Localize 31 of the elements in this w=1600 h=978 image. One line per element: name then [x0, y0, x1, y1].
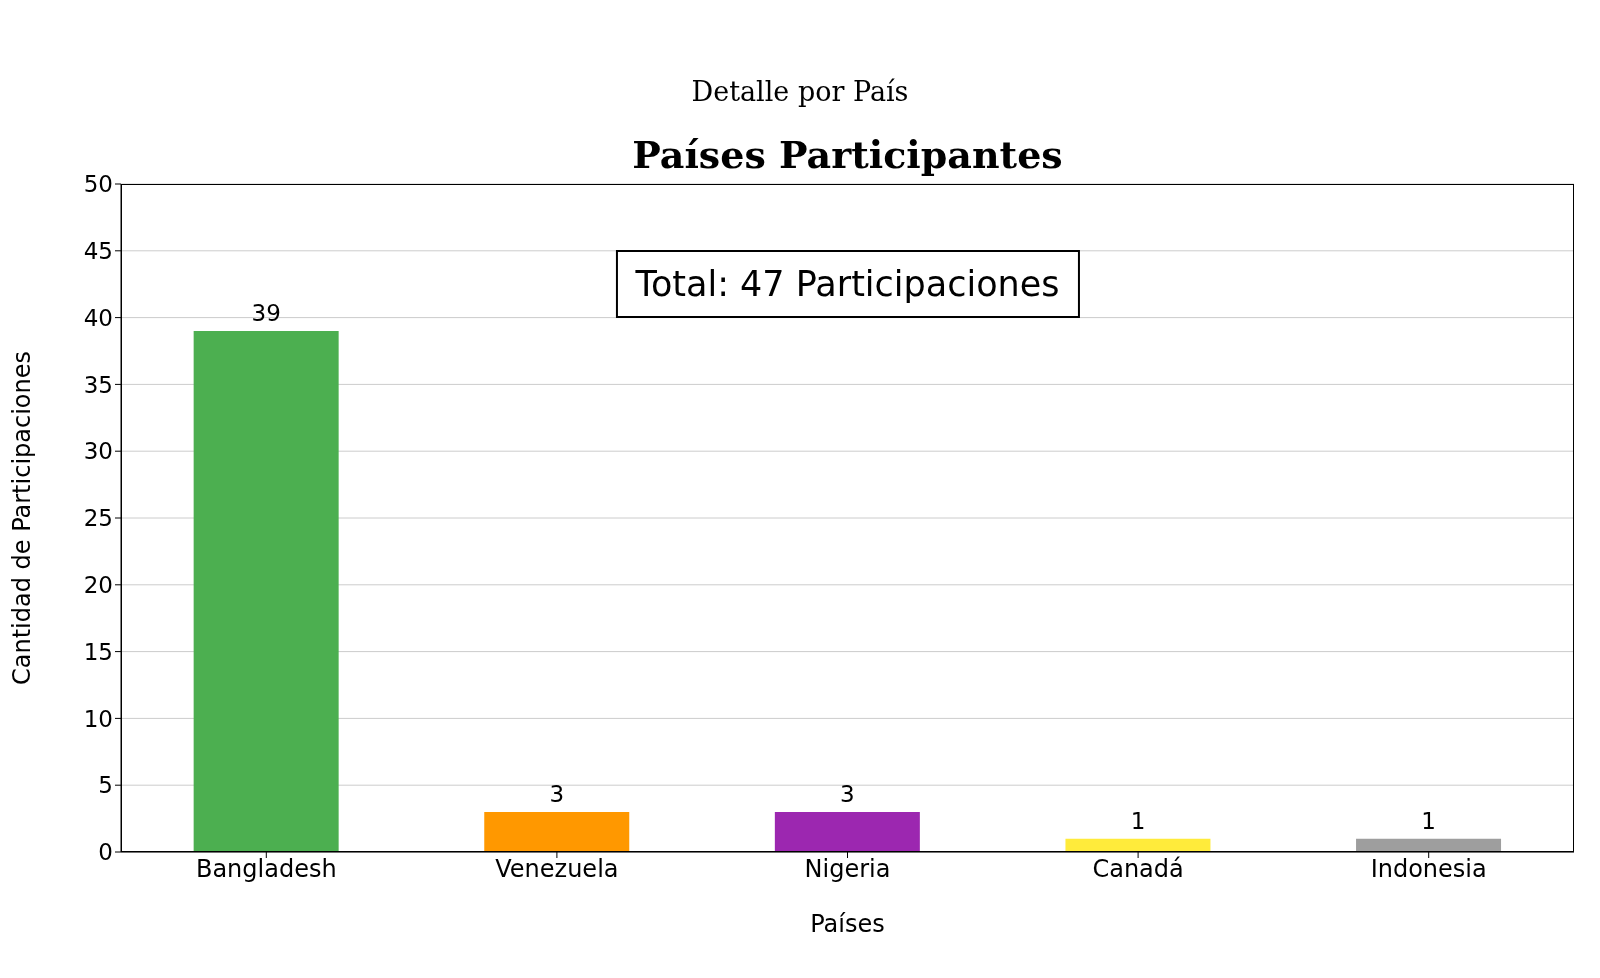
x-axis-title: Países [810, 910, 885, 938]
y-tick-label: 15 [83, 638, 113, 665]
y-tick-label: 25 [83, 505, 113, 532]
y-tick-label: 10 [83, 705, 113, 732]
x-tick-label: Canadá [1092, 855, 1184, 884]
bar [484, 811, 630, 852]
data-label: 1 [1421, 807, 1436, 834]
bar [774, 811, 920, 852]
bar [1356, 838, 1502, 852]
y-tick-label: 50 [83, 171, 113, 198]
y-tick-label: 20 [83, 571, 113, 598]
y-tick-label: 30 [83, 438, 113, 465]
x-tick-label: Venezuela [495, 855, 619, 884]
data-label: 39 [251, 299, 281, 326]
x-tick-label: Nigeria [804, 855, 891, 884]
x-tick-label: Bangladesh [195, 855, 337, 884]
x-tick-label: Indonesia [1370, 855, 1487, 884]
chart-title: Países Participantes [631, 132, 1064, 177]
y-tick-label: 0 [98, 839, 113, 866]
y-tick-label: 40 [83, 304, 113, 331]
y-axis-title: Cantidad de Participaciones [7, 350, 36, 686]
y-tick-label: 5 [98, 772, 113, 799]
annotation: Total: 47 Participaciones [615, 250, 1080, 318]
chart-subtitle: Detalle por País [690, 76, 910, 107]
y-tick-label: 35 [83, 371, 113, 398]
data-label: 3 [840, 780, 855, 807]
data-label: 1 [1130, 807, 1146, 834]
bar [193, 330, 339, 852]
y-tick-label: 45 [83, 237, 113, 264]
data-label: 3 [549, 780, 565, 807]
bar [1065, 838, 1211, 852]
